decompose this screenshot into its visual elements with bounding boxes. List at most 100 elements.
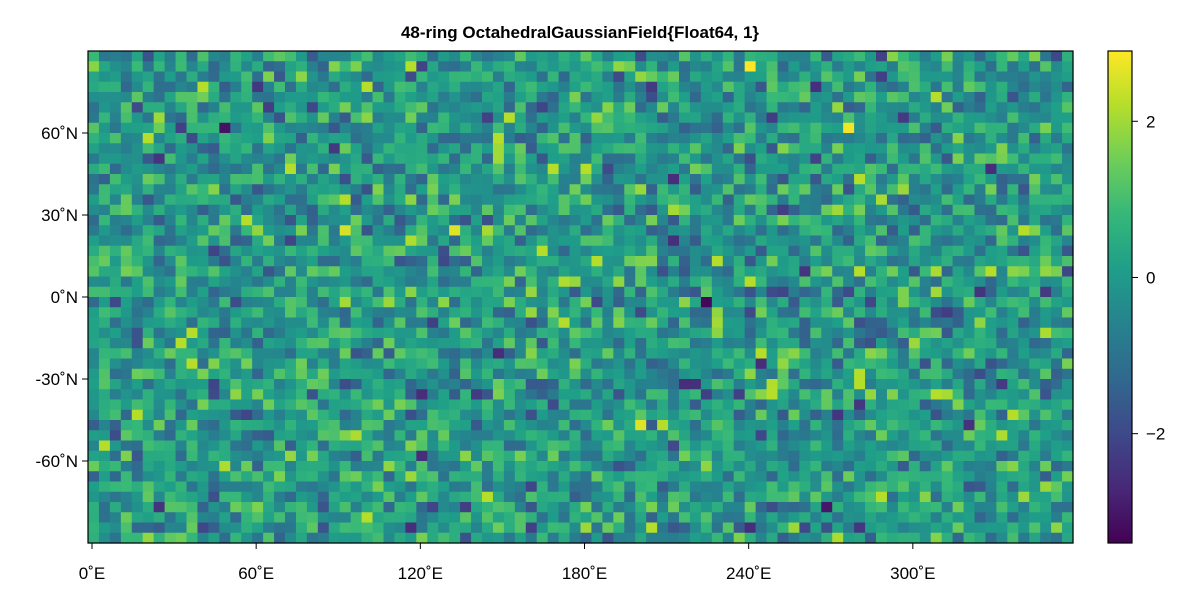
heatmap-cell bbox=[109, 368, 122, 380]
heatmap-cell bbox=[109, 184, 122, 196]
heatmap-cell bbox=[241, 245, 253, 257]
heatmap-cell bbox=[689, 327, 702, 339]
heatmap-cell bbox=[613, 102, 625, 114]
heatmap-cell bbox=[252, 51, 264, 62]
heatmap-cell bbox=[700, 512, 713, 524]
heatmap-cell bbox=[350, 461, 363, 472]
heatmap-cell bbox=[514, 491, 527, 503]
heatmap-cell bbox=[788, 461, 800, 472]
heatmap-cell bbox=[821, 522, 833, 534]
heatmap-cell bbox=[602, 235, 614, 247]
heatmap-cell bbox=[460, 122, 472, 134]
heatmap-cell bbox=[1040, 81, 1052, 93]
heatmap-cell bbox=[733, 286, 746, 298]
heatmap-cell bbox=[930, 225, 943, 237]
heatmap-cell bbox=[1018, 471, 1030, 483]
heatmap-cell bbox=[405, 532, 417, 544]
heatmap-cell bbox=[492, 81, 505, 93]
heatmap-cell bbox=[208, 338, 220, 349]
heatmap-cell bbox=[722, 51, 735, 62]
heatmap-cell bbox=[733, 532, 746, 544]
heatmap-cell bbox=[175, 348, 188, 360]
heatmap-cell bbox=[186, 491, 199, 503]
heatmap-cell bbox=[996, 379, 1008, 390]
heatmap-cell bbox=[810, 194, 822, 206]
heatmap-cell bbox=[427, 163, 439, 175]
heatmap-cell bbox=[427, 51, 439, 62]
heatmap-cell bbox=[843, 71, 855, 83]
heatmap-cell bbox=[394, 51, 406, 62]
heatmap-cell bbox=[777, 81, 790, 93]
heatmap-cell bbox=[700, 420, 713, 431]
heatmap-cell bbox=[317, 102, 330, 114]
heatmap-cell bbox=[854, 71, 866, 83]
heatmap-cell bbox=[886, 420, 899, 431]
heatmap-cell bbox=[657, 522, 669, 534]
heatmap-cell bbox=[689, 256, 702, 267]
heatmap-cell bbox=[941, 112, 954, 124]
heatmap-cell bbox=[492, 399, 505, 411]
heatmap-cell bbox=[930, 204, 943, 216]
heatmap-cell bbox=[602, 379, 614, 390]
heatmap-cell bbox=[668, 317, 680, 329]
heatmap-cell bbox=[514, 471, 527, 483]
heatmap-cell bbox=[810, 389, 822, 401]
heatmap-cell bbox=[449, 174, 461, 185]
heatmap-cell bbox=[865, 235, 877, 247]
heatmap-cell bbox=[854, 215, 866, 226]
heatmap-cells bbox=[88, 51, 1074, 544]
heatmap-cell bbox=[306, 112, 319, 124]
heatmap-cell bbox=[252, 307, 264, 319]
heatmap-cell bbox=[547, 235, 560, 247]
heatmap-cell bbox=[285, 440, 297, 452]
heatmap-cell bbox=[460, 174, 472, 185]
heatmap-cell bbox=[317, 225, 330, 237]
heatmap-cell bbox=[197, 81, 209, 93]
heatmap-cell bbox=[897, 461, 910, 472]
heatmap-cell bbox=[854, 307, 866, 319]
heatmap-cell bbox=[208, 286, 220, 298]
heatmap-cell bbox=[219, 450, 231, 462]
heatmap-cell bbox=[558, 225, 571, 237]
heatmap-cell bbox=[274, 163, 286, 175]
heatmap-cell bbox=[1018, 215, 1030, 226]
heatmap-cell bbox=[974, 338, 987, 349]
heatmap-cell bbox=[624, 102, 636, 114]
heatmap-cell bbox=[908, 256, 921, 267]
heatmap-cell bbox=[876, 174, 888, 185]
heatmap-cell bbox=[449, 143, 461, 155]
heatmap-cell bbox=[810, 379, 822, 390]
heatmap-cell bbox=[635, 122, 647, 134]
heatmap-cell bbox=[689, 112, 702, 124]
heatmap-cell bbox=[525, 502, 538, 513]
heatmap-cell bbox=[777, 61, 790, 73]
heatmap-cell bbox=[591, 235, 603, 247]
heatmap-cell bbox=[876, 71, 888, 83]
heatmap-cell bbox=[394, 235, 406, 247]
heatmap-cell bbox=[558, 471, 571, 483]
heatmap-cell bbox=[361, 307, 374, 319]
heatmap-cell bbox=[1029, 61, 1041, 73]
heatmap-cell bbox=[405, 491, 417, 503]
heatmap-cell bbox=[525, 235, 538, 247]
heatmap-cell bbox=[963, 245, 976, 257]
heatmap-cell bbox=[1007, 348, 1019, 360]
heatmap-cell bbox=[689, 512, 702, 524]
heatmap-cell bbox=[657, 92, 669, 103]
heatmap-cell bbox=[175, 266, 188, 278]
heatmap-cell bbox=[952, 194, 965, 206]
heatmap-cell bbox=[985, 163, 997, 175]
heatmap-cell bbox=[197, 471, 209, 483]
heatmap-cell bbox=[306, 286, 319, 298]
heatmap-cell bbox=[897, 102, 910, 114]
heatmap-cell bbox=[996, 194, 1008, 206]
heatmap-cell bbox=[328, 215, 341, 226]
heatmap-cell bbox=[295, 266, 308, 278]
heatmap-cell bbox=[908, 204, 921, 216]
heatmap-cell bbox=[230, 194, 242, 206]
heatmap-cell bbox=[832, 122, 844, 134]
heatmap-cell bbox=[974, 368, 987, 380]
heatmap-cell bbox=[843, 194, 855, 206]
heatmap-cell bbox=[755, 399, 768, 411]
heatmap-cell bbox=[131, 133, 144, 144]
